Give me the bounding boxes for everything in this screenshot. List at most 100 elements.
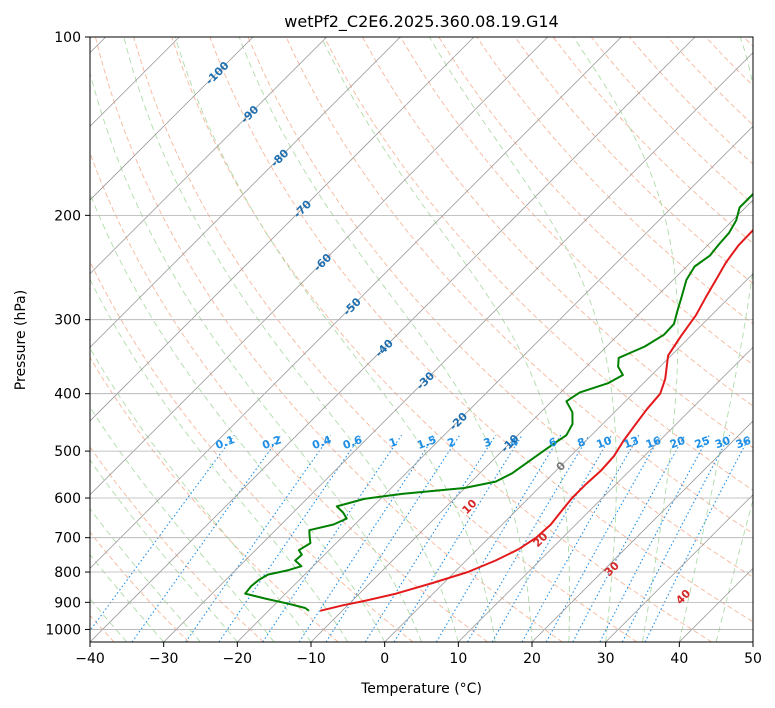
mixing-ratio-label: 0.1 [214, 433, 237, 452]
mixing-ratio-line [572, 434, 686, 642]
isotherm-line [384, 273, 753, 642]
moist-adiabat-label: 30 [602, 559, 622, 579]
moist-adiabat-line [320, 37, 571, 642]
y-tick-label: 500 [54, 444, 81, 460]
mixing-ratio-line [644, 434, 751, 642]
moist-adiabat-line [90, 278, 349, 642]
mixing-ratio-label: 6 [547, 435, 559, 450]
isotherm-line [90, 37, 622, 569]
moist-adiabat-line [90, 553, 165, 642]
dry-adiabat-label: 0 [554, 459, 569, 474]
y-tick-label: 200 [54, 208, 81, 224]
mixing-ratio-label: 8 [576, 435, 588, 450]
dry-adiabat-label: -40 [373, 337, 396, 360]
mixing-ratio-line [185, 434, 332, 642]
dry-adiabat-line [438, 37, 753, 366]
dry-adiabat-label: -30 [414, 369, 437, 392]
mixing-ratio-label: 2 [446, 435, 458, 450]
isotherm-line [90, 37, 548, 496]
line-labels: 0.1 0.2 0.4 0.6 1 1.5 2 3 4 6 8 10 13 16 20 25 30 36-100-… [203, 59, 753, 607]
y-tick-label: 400 [54, 387, 81, 403]
dry-adiabat-label: -50 [341, 295, 364, 318]
isotherm-line [458, 346, 753, 642]
profile-series [244, 192, 753, 612]
moist-adiabat-line [678, 37, 753, 642]
dry-adiabat-line [247, 37, 753, 578]
dry-adiabat-label: -60 [311, 251, 334, 274]
moist-adiabat-line [123, 37, 459, 642]
dry-adiabat-line [705, 37, 753, 87]
moist-adiabat-label: 20 [531, 530, 551, 550]
dry-adiabat-label: -80 [268, 146, 291, 169]
dry-adiabat-line [629, 37, 753, 165]
y-tick-label: 700 [54, 531, 81, 547]
dry-adiabat-line [90, 531, 190, 642]
y-tick-label: 300 [54, 313, 81, 329]
mixing-ratio-label: 13 [622, 434, 641, 451]
moist-adiabat-line [90, 192, 386, 642]
isotherm-line [679, 567, 753, 642]
isotherm-line [752, 641, 753, 642]
mixing-ratio-line [131, 434, 282, 642]
mixing-ratio-line [90, 434, 235, 632]
dry-adiabat-line [323, 37, 753, 491]
mixing-ratio-label: 36 [734, 434, 753, 452]
mixing-ratio-line [262, 434, 403, 642]
mixing-ratio-label: 4 [508, 435, 520, 450]
moist-adiabat-line [90, 459, 238, 642]
moist-adiabat-line [715, 498, 753, 642]
dry-adiabat-line [400, 37, 753, 407]
dry-adiabat-line [743, 37, 753, 48]
dry-adiabat-line [90, 356, 339, 642]
moist-adiabat-line [429, 37, 617, 642]
mixing-ratio-line [364, 434, 497, 642]
mixing-ratio-label: 20 [668, 434, 687, 452]
isotherm-line [237, 125, 753, 642]
isotherm-line [90, 37, 696, 642]
mixing-ratio-label: 30 [713, 434, 732, 452]
mixing-ratio-label: 0.4 [310, 433, 333, 452]
isotherm-line [90, 37, 327, 275]
dry-adiabat-line [171, 37, 712, 642]
mixing-ratio-label: 16 [644, 434, 663, 452]
dry-adiabat-label: -100 [203, 59, 232, 88]
moist-adiabat-line [174, 37, 496, 642]
isotherm-line [163, 52, 753, 642]
chart-title: wetPf2_C2E6.2025.360.08.19.G14 [284, 12, 558, 32]
dry-adiabat-line [133, 37, 638, 642]
y-tick-label: 900 [54, 595, 81, 611]
x-tick-label: −40 [75, 651, 105, 667]
mixing-ratio-line [599, 434, 710, 642]
x-tick-label: 0 [380, 651, 389, 667]
isotherm-line [90, 37, 254, 201]
x-tick-label: −20 [223, 651, 253, 667]
moist-adiabat-line [573, 37, 679, 642]
dry-adiabat-label: -70 [291, 197, 314, 220]
mixing-ratio-label: 1 [387, 435, 399, 450]
mixing-ratio-label: 0.2 [260, 433, 283, 452]
dry-adiabat-line [90, 260, 414, 642]
temperature-profile-line [319, 228, 753, 612]
mixing-ratio-label: 0.6 [341, 433, 364, 452]
moist-adiabat-line [90, 71, 422, 642]
dry-adiabat-line [552, 37, 753, 245]
mixing-ratio-line [621, 434, 731, 642]
isotherm-line [90, 37, 401, 348]
background-lines [90, 37, 753, 642]
y-axis-label: Pressure (hPa) [13, 290, 29, 390]
dry-adiabat-line [90, 446, 264, 642]
dry-adiabat-label: -20 [447, 410, 470, 433]
y-tick-label: 100 [54, 30, 81, 46]
x-tick-label: 50 [744, 651, 762, 667]
y-tick-label: 600 [54, 491, 81, 507]
mixing-ratio-line [545, 434, 662, 642]
x-tick-label: −10 [296, 651, 326, 667]
mixing-ratio-line [491, 434, 613, 642]
isotherm-line [310, 199, 753, 642]
moist-adiabat-line [90, 347, 312, 642]
axes: −40 −30 −20 −10 0 10 20 30 40 5010020030040050060… [45, 30, 762, 667]
mixing-ratio-line [325, 434, 461, 642]
moist-adiabat-line [90, 598, 128, 642]
isotherm-line [531, 420, 753, 642]
